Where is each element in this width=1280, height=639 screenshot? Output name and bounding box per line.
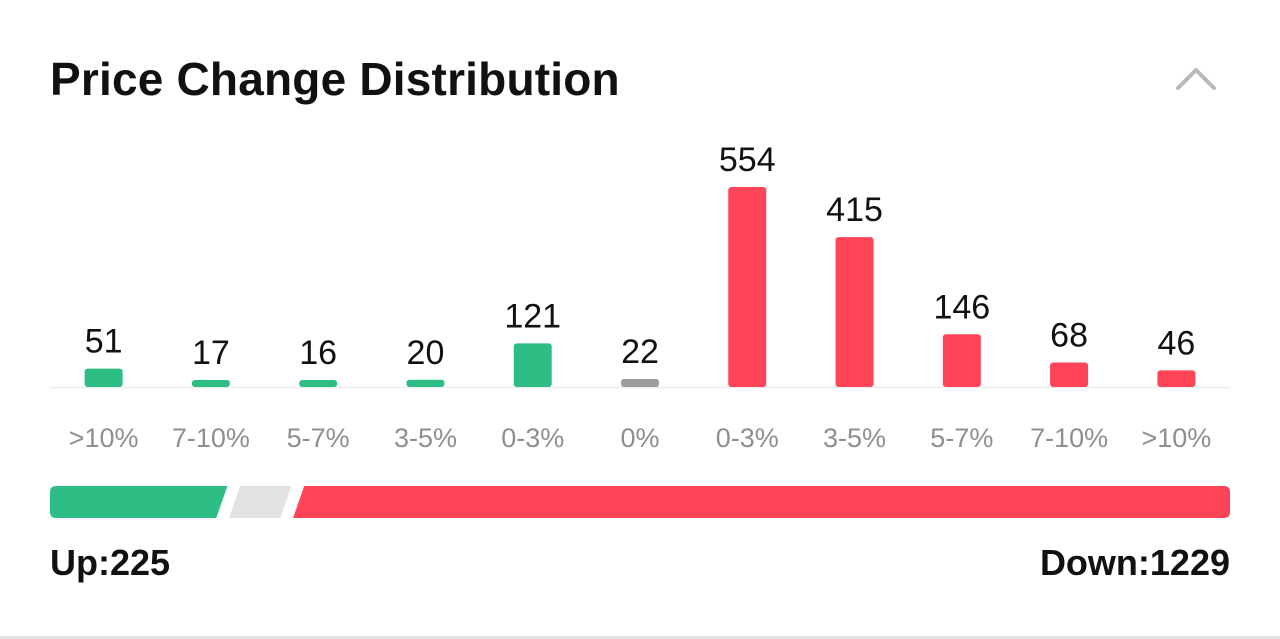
bar-down-10 [1157,370,1196,387]
chevron-up-icon[interactable] [1168,58,1224,102]
category-label: 5-7% [930,423,993,453]
category-label: >10% [69,423,139,453]
bar-up-1 [191,380,230,387]
category-label: 3-5% [394,423,457,453]
bar-value-label: 20 [407,334,445,372]
bar-down-7 [835,237,874,387]
bar-value-label: 51 [85,323,123,361]
bar-down-8 [942,334,981,387]
bar-value-label: 121 [504,297,561,335]
category-label: 7-10% [1030,423,1108,453]
category-label: 0-3% [501,423,564,453]
bar-down-9 [1050,362,1089,387]
bar-flat-5 [621,379,659,387]
card-title: Price Change Distribution [50,53,620,105]
ratio-segment-up [50,486,228,518]
bar-value-label: 22 [621,333,659,371]
up-down-ratio-bar [50,486,1230,518]
category-label: 7-10% [172,423,250,453]
bar-value-label: 146 [933,288,990,326]
category-label: 0% [620,423,659,453]
category-label: 0-3% [716,423,779,453]
bar-down-6 [728,187,767,387]
category-label: 5-7% [287,423,350,453]
bar-value-label: 415 [826,191,883,229]
bar-value-label: 68 [1050,316,1088,354]
up-count-label: Up:225 [50,542,171,583]
ratio-segment-down [293,486,1230,518]
bar-value-label: 16 [299,334,337,372]
price-change-bar-chart: 51 >10% 17 7-10% 16 5-7% 20 3-5% 121 0-3% 22 0% 554 0… [50,141,1230,453]
category-label: >10% [1141,423,1211,453]
category-label: 3-5% [823,423,886,453]
bar-value-label: 17 [192,334,230,372]
bar-value-label: 46 [1157,324,1195,362]
divider [0,636,1280,639]
bar-up-3 [406,379,445,387]
bar-up-0 [84,368,123,387]
bar-value-label: 554 [719,141,776,179]
down-count-label: Down:1229 [1039,542,1230,583]
bar-up-2 [299,380,338,387]
bar-up-4 [513,343,552,387]
ratio-segment-flat [229,486,292,518]
